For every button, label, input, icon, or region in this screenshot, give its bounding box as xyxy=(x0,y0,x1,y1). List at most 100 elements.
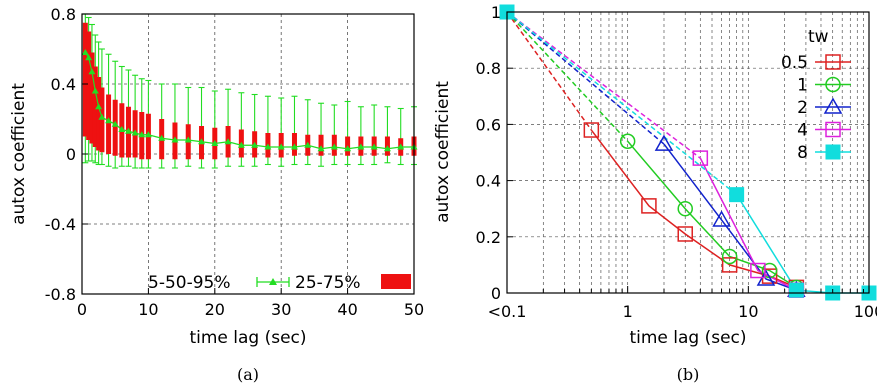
legend-swatch-red-box xyxy=(381,274,411,289)
median-marker xyxy=(111,120,119,127)
legend-label-tw-2: 2 xyxy=(797,98,808,118)
panel-a-x-tick-label: 40 xyxy=(337,300,357,319)
panel-b-x-tick-label: 1 xyxy=(623,302,633,321)
median-marker xyxy=(330,143,338,150)
red-box xyxy=(99,87,105,153)
median-marker xyxy=(397,143,405,150)
panel-a-red-boxes xyxy=(82,22,417,160)
red-box xyxy=(96,77,102,151)
series-line-dashed-8 xyxy=(506,11,738,196)
panel-b-series-lines xyxy=(506,11,869,294)
median-marker xyxy=(124,127,132,134)
panel-b-x-tick-label: <0.1 xyxy=(488,302,527,321)
series-marker-0.5 xyxy=(641,198,657,214)
series-marker-2 xyxy=(654,134,674,151)
panel-b-x-tick-label: 10 xyxy=(738,302,758,321)
red-box xyxy=(112,99,118,156)
series-marker-4 xyxy=(750,262,766,279)
panel-b-y-tick-label: 0.2 xyxy=(476,228,501,247)
median-marker xyxy=(251,141,259,148)
panel-a-y-tick-label: 0 xyxy=(66,145,76,164)
legend-label-tw-1: 1 xyxy=(797,76,808,96)
panel-a-median-markers xyxy=(81,49,418,152)
median-marker xyxy=(131,129,139,136)
legend-label-tw-8: 8 xyxy=(797,143,808,163)
median-marker xyxy=(224,138,232,145)
series-marker-0.5 xyxy=(677,226,693,242)
median-marker xyxy=(98,113,106,120)
series-line-dashed-0.5 xyxy=(506,11,592,131)
median-marker xyxy=(317,145,325,152)
panel-a-y-ticks: -0.8 -0.4 0 0.4 0.8 xyxy=(45,5,88,304)
series-line-4 xyxy=(699,157,797,291)
panel-b-y-tick-label: 0 xyxy=(491,284,501,303)
panel-a-x-tick-label: 50 xyxy=(404,300,424,319)
series-marker-1 xyxy=(677,200,693,217)
series-line-dashed-1 xyxy=(506,11,629,142)
caption-a: (a) xyxy=(237,365,259,384)
legend-label-tw-4: 4 xyxy=(797,121,808,141)
median-marker xyxy=(211,140,219,146)
median-marker xyxy=(370,143,378,150)
median-marker xyxy=(357,143,365,150)
legend-marker-tw-4 xyxy=(825,121,841,138)
red-box xyxy=(82,22,88,137)
legend-label-25-75: 25-75% xyxy=(295,273,361,293)
median-marker xyxy=(91,87,99,94)
median-marker xyxy=(383,145,391,152)
median-marker xyxy=(158,134,166,141)
panel-b-series-markers xyxy=(499,4,877,301)
series-marker-0.5 xyxy=(583,122,600,138)
panel-b-grid xyxy=(507,12,869,293)
legend-marker-tw-0.5 xyxy=(825,54,841,70)
series-marker-2 xyxy=(712,210,731,227)
median-marker xyxy=(304,141,312,148)
panel-a-y-tick-label: 0.4 xyxy=(51,75,76,94)
panel-a-y-tick-label: 0.8 xyxy=(51,5,76,24)
panel-a-x-tick-label: 0 xyxy=(77,300,87,319)
caption-b: (b) xyxy=(677,365,700,384)
panel-b-y-tick-label: 1 xyxy=(491,3,501,22)
panel-b-legend: tw 0.5 12 48 xyxy=(781,27,851,163)
median-marker xyxy=(138,131,146,138)
panel-b-x-ticks: <0.1 1 10 100 xyxy=(488,286,877,321)
median-marker xyxy=(118,126,126,132)
median-marker xyxy=(237,141,245,148)
series-marker-4 xyxy=(692,150,709,166)
panel-a-x-tick-label: 20 xyxy=(205,300,225,319)
legend-label-5-50-95: 5-50-95% xyxy=(148,273,231,293)
panel-b-y-ticks: 0 0.2 0.4 0.6 0.8 1 xyxy=(476,3,513,303)
median-marker xyxy=(171,136,179,143)
panel-a-y-tick-label: -0.4 xyxy=(45,215,76,234)
median-marker xyxy=(277,143,285,150)
series-marker-1 xyxy=(619,133,636,150)
red-box xyxy=(92,66,98,147)
median-marker xyxy=(198,138,206,145)
red-box xyxy=(86,31,92,140)
series-marker-8 xyxy=(729,187,745,203)
panel-a-x-ticks: 0 10 20 30 40 50 xyxy=(77,288,424,319)
median-marker xyxy=(290,143,298,150)
median-marker xyxy=(85,54,93,61)
panel-b-x-tick-label: 100 xyxy=(854,302,877,321)
series-marker-1 xyxy=(721,248,738,265)
red-box xyxy=(106,94,112,154)
panel-a-x-tick-label: 10 xyxy=(138,300,158,319)
legend-marker-tw-2 xyxy=(823,97,843,114)
panel-a-x-axis-title: time lag (sec) xyxy=(189,328,306,348)
panel-b-y-axis-title: autox coefficient xyxy=(433,81,453,223)
panel-b: 0 0.2 0.4 0.6 0.8 1 <0.1 1 10 100 time lag (sec)… xyxy=(433,3,877,384)
median-marker xyxy=(88,68,96,75)
panel-a-legend: 5-50-95% 25-75% xyxy=(148,273,411,293)
panel-a-y-tick-label: -0.8 xyxy=(45,285,76,304)
median-marker xyxy=(105,117,113,124)
series-line-2 xyxy=(663,143,797,291)
panel-a: -0.8 -0.4 0 0.4 0.8 0 10 20 30 40 50 time lag (se… xyxy=(9,5,424,384)
series-line-dashed-4 xyxy=(506,11,701,159)
panel-a-x-tick-label: 30 xyxy=(271,300,291,319)
legend-marker-tw-8 xyxy=(825,144,841,160)
median-marker xyxy=(81,49,89,55)
legend-title-tw: tw xyxy=(808,27,829,47)
panel-b-x-axis-title: time lag (sec) xyxy=(629,328,746,348)
